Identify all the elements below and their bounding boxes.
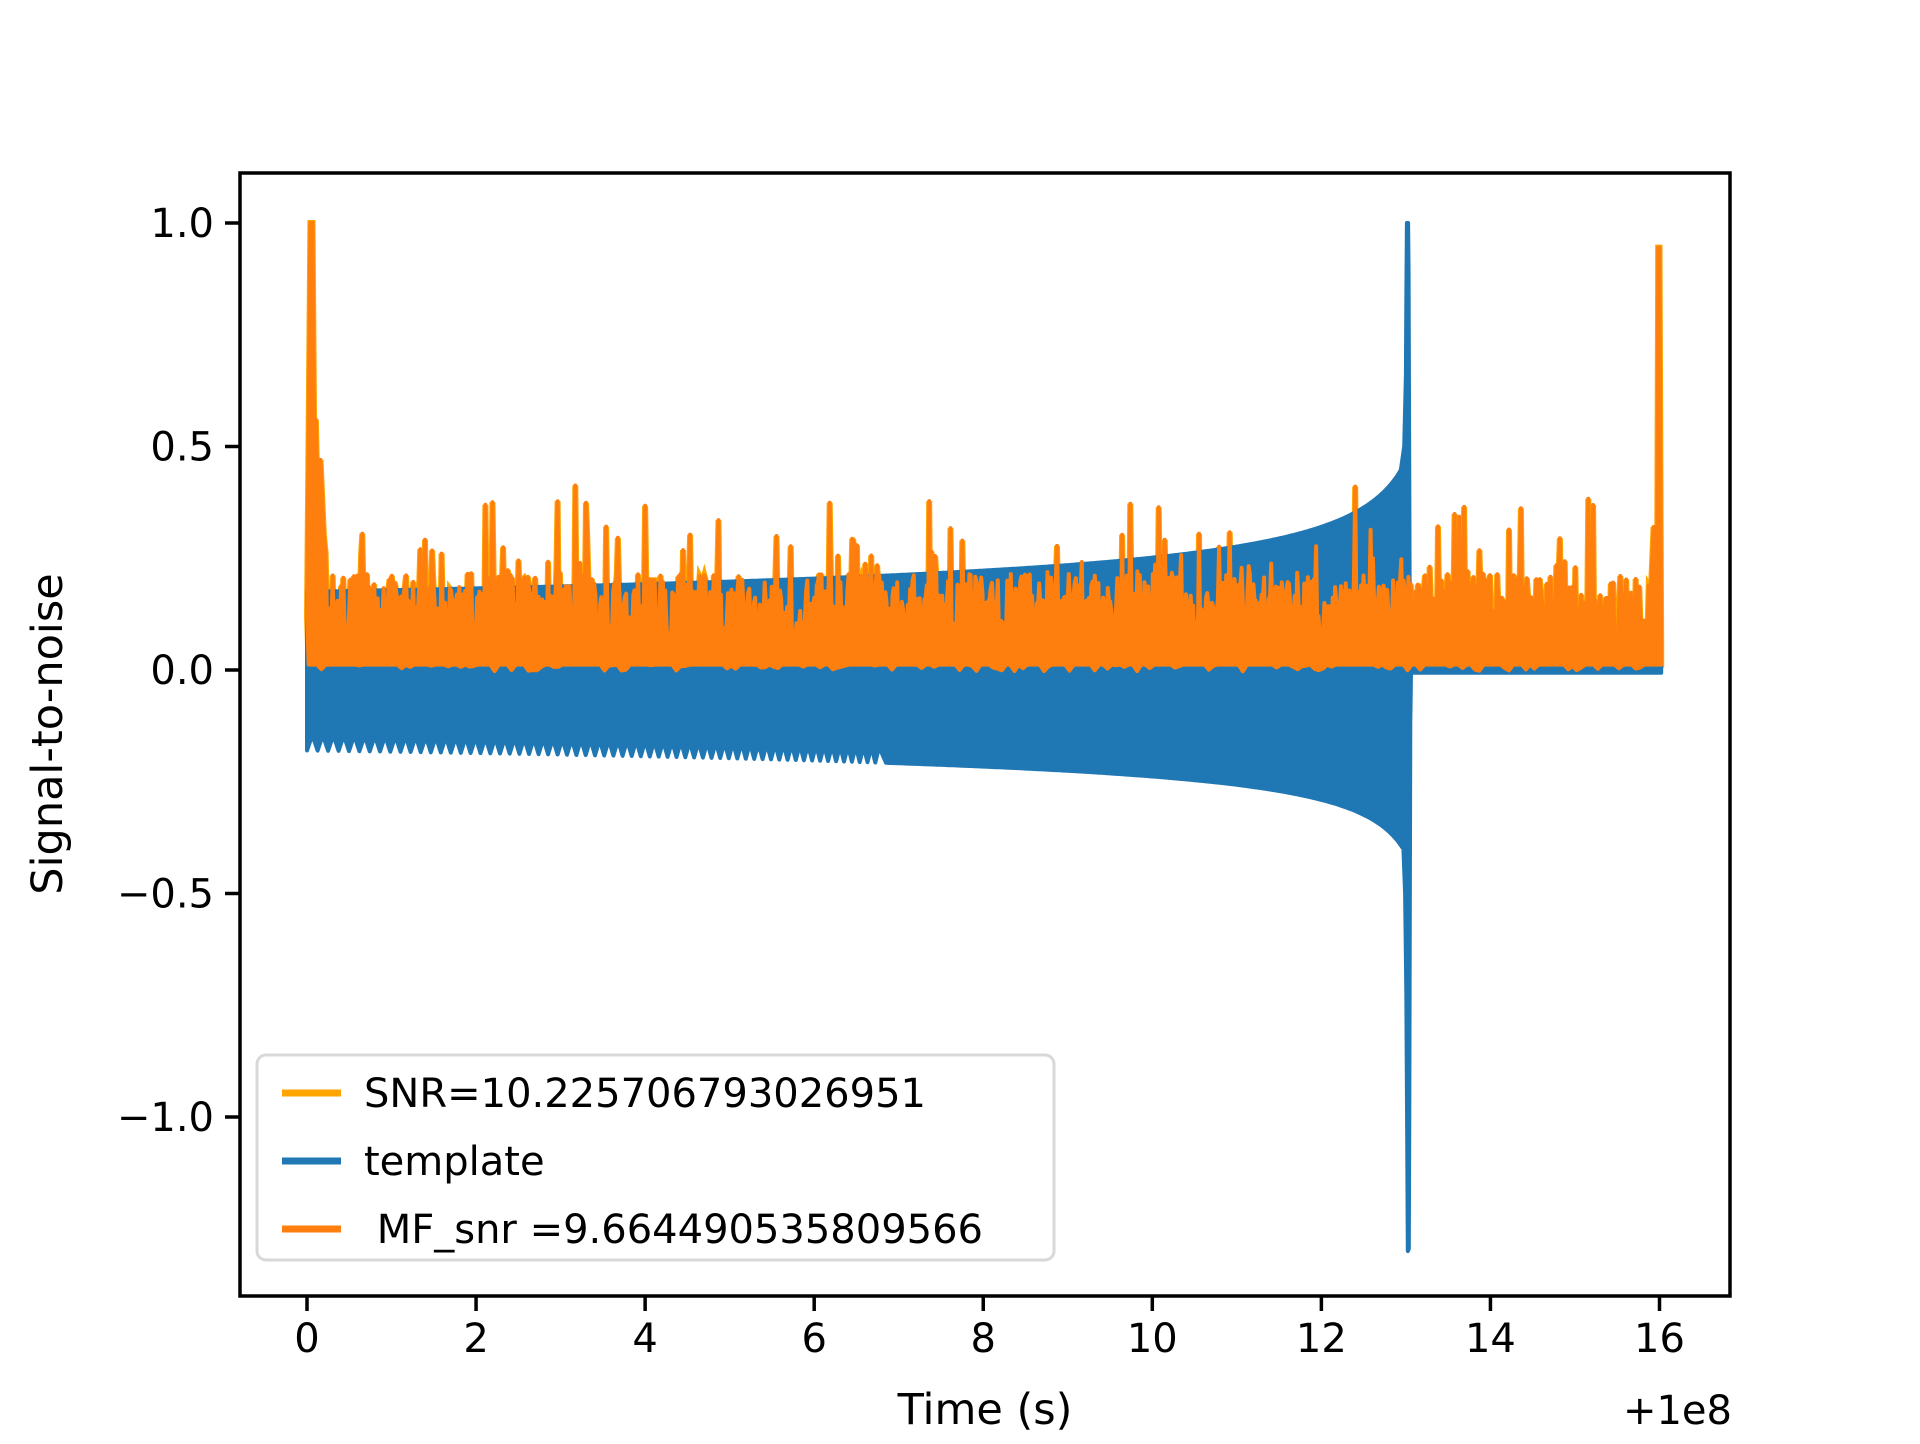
x-tick-label: 16 <box>1634 1316 1685 1362</box>
x-tick-label: 6 <box>801 1316 826 1362</box>
x-tick-label: 4 <box>632 1316 657 1362</box>
y-tick-label: −0.5 <box>117 872 214 918</box>
x-axis-offset-text: +1e8 <box>1623 1388 1732 1434</box>
x-tick-label: 14 <box>1465 1316 1516 1362</box>
x-tick-label: 12 <box>1296 1316 1347 1362</box>
x-axis-ticks: 0 2 4 6 8 10 12 14 16 <box>294 1296 1685 1362</box>
y-tick-label: 1.0 <box>150 201 214 247</box>
legend-box <box>255 1053 1056 1262</box>
legend-label-mf-snr: MF_snr =9.664490535809566 <box>364 1207 983 1253</box>
mf-snr-series <box>305 221 1664 674</box>
x-tick-label: 0 <box>294 1316 319 1362</box>
y-tick-label: −1.0 <box>117 1095 214 1141</box>
y-tick-label: 0.5 <box>150 425 214 471</box>
legend-label-template: template <box>364 1139 545 1185</box>
legend-label-snr: SNR=10.225706793026951 <box>364 1071 926 1117</box>
y-tick-label: 0.0 <box>150 648 214 694</box>
plot-area <box>303 220 1665 1254</box>
y-axis-ticks: 1.0 0.5 0.0 −0.5 −1.0 <box>117 201 240 1141</box>
x-tick-label: 2 <box>463 1316 488 1362</box>
x-tick-label: 8 <box>971 1316 996 1362</box>
legend: SNR=10.225706793026951 template MF_snr =… <box>255 1053 1056 1262</box>
x-tick-label: 10 <box>1127 1316 1178 1362</box>
y-axis-label: Signal-to-noise <box>23 573 73 894</box>
x-axis-label: Time (s) <box>897 1385 1073 1435</box>
